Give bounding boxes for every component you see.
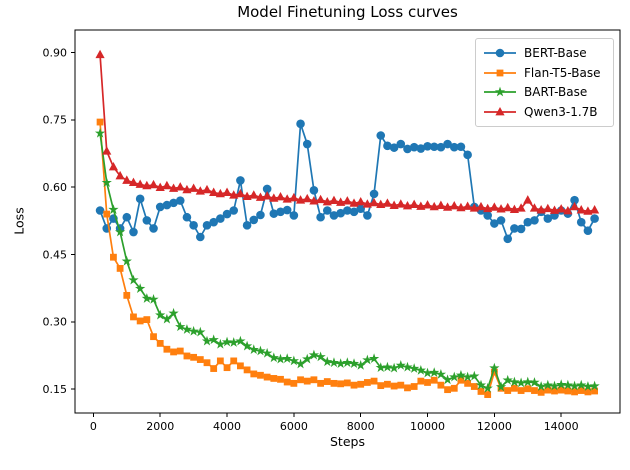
x-axis-label: Steps <box>330 434 365 449</box>
x-tick-label: 10000 <box>410 420 445 433</box>
series-line-bert-base <box>99 122 596 240</box>
x-tick-label: 6000 <box>280 420 308 433</box>
legend-label: BERT-Base <box>524 45 587 60</box>
x-tick-label: 8000 <box>347 420 375 433</box>
y-tick-label: 0.75 <box>43 114 68 127</box>
y-tick-label: 0.90 <box>43 46 68 59</box>
legend-label: Flan-T5-Base <box>524 65 601 80</box>
series-markers-bart-base <box>94 127 600 393</box>
series-markers-bert-base <box>95 119 599 244</box>
chart-title: Model Finetuning Loss curves <box>237 3 458 21</box>
x-tick-label: 4000 <box>213 420 241 433</box>
circle-marker-icon <box>483 46 517 60</box>
square-marker-icon <box>483 66 517 80</box>
star-marker-icon <box>483 85 517 99</box>
series-markers-qwen3-1-7b <box>95 49 600 215</box>
legend-item-bert-base: BERT-Base <box>483 43 606 63</box>
y-tick-label: 0.45 <box>43 248 68 261</box>
x-tick-label: 2000 <box>146 420 174 433</box>
y-axis-label: Loss <box>11 207 27 235</box>
legend-item-qwen3-1-7b: Qwen3-1.7B <box>483 102 606 122</box>
legend-label: BART-Base <box>524 85 588 100</box>
triangle-marker-icon <box>483 105 517 119</box>
y-tick-label: 0.60 <box>43 181 68 194</box>
x-tick-label: 0 <box>90 420 97 433</box>
legend-item-bart-base: BART-Base <box>483 83 606 103</box>
x-tick-label: 14000 <box>544 420 579 433</box>
legend-box: BERT-Base Flan-T5-Base BART-Base Qwen3-1… <box>475 38 614 127</box>
y-tick-label: 0.15 <box>43 383 68 396</box>
series-markers-flan-t5-base <box>96 118 599 398</box>
y-tick-label: 0.30 <box>43 316 68 329</box>
legend-label: Qwen3-1.7B <box>524 105 598 120</box>
x-tick-label: 12000 <box>477 420 512 433</box>
plot-frame <box>74 29 621 414</box>
legend-item-flan-t5-base: Flan-T5-Base <box>483 63 606 83</box>
